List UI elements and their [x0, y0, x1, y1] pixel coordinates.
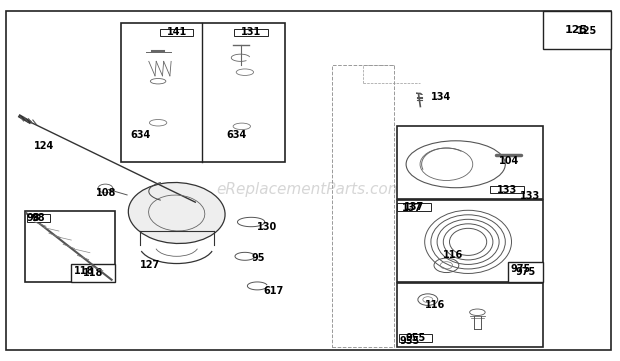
Text: 133: 133 — [497, 184, 517, 195]
Text: 125: 125 — [577, 26, 597, 36]
Text: 98: 98 — [32, 213, 45, 223]
Bar — [332, 65, 394, 347]
Ellipse shape — [128, 182, 225, 244]
Bar — [508, 262, 542, 282]
Bar — [490, 186, 523, 193]
Bar — [397, 203, 431, 211]
Text: 131: 131 — [241, 27, 261, 38]
Bar — [234, 29, 268, 36]
Text: eReplacementParts.com: eReplacementParts.com — [216, 182, 404, 197]
Bar — [121, 23, 285, 162]
Text: 118: 118 — [74, 266, 95, 277]
Text: 125: 125 — [565, 25, 588, 35]
Text: 116: 116 — [443, 249, 464, 260]
Text: 141: 141 — [167, 27, 187, 38]
Text: 137: 137 — [402, 203, 422, 213]
Text: 634: 634 — [226, 130, 247, 140]
Text: 116: 116 — [425, 300, 445, 310]
Bar — [397, 200, 542, 282]
Bar — [25, 211, 115, 282]
Text: 133: 133 — [520, 191, 540, 201]
Text: 134: 134 — [431, 92, 451, 103]
Bar — [397, 126, 542, 199]
Text: 955: 955 — [405, 332, 425, 343]
Text: 98: 98 — [26, 213, 40, 223]
Bar — [160, 29, 193, 36]
Text: 130: 130 — [257, 222, 278, 232]
Text: 124: 124 — [34, 141, 55, 151]
Bar — [27, 214, 50, 222]
Text: 104: 104 — [499, 156, 520, 166]
Text: 108: 108 — [96, 188, 117, 198]
Text: 634: 634 — [130, 130, 151, 140]
Bar — [542, 11, 611, 49]
Text: 137: 137 — [404, 202, 424, 212]
Bar — [71, 264, 115, 282]
Bar — [399, 334, 432, 342]
Text: 95: 95 — [251, 253, 265, 263]
Bar — [397, 283, 542, 347]
Text: 617: 617 — [264, 286, 284, 296]
Text: 975: 975 — [511, 264, 531, 274]
Text: 975: 975 — [515, 267, 536, 277]
Text: 118: 118 — [83, 268, 103, 278]
Text: 127: 127 — [140, 260, 160, 270]
Text: 955: 955 — [400, 336, 420, 346]
